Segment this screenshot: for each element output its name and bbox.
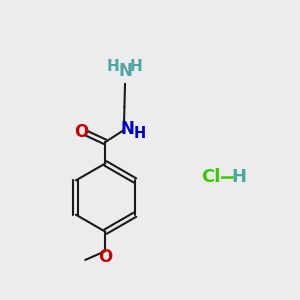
Text: H: H bbox=[107, 59, 119, 74]
Text: O: O bbox=[98, 248, 112, 266]
Text: H: H bbox=[130, 59, 143, 74]
Text: H: H bbox=[134, 126, 146, 141]
Text: N: N bbox=[121, 120, 135, 138]
Text: H: H bbox=[231, 168, 246, 186]
Text: N: N bbox=[118, 62, 132, 80]
Text: O: O bbox=[74, 123, 88, 141]
Text: Cl: Cl bbox=[201, 168, 220, 186]
